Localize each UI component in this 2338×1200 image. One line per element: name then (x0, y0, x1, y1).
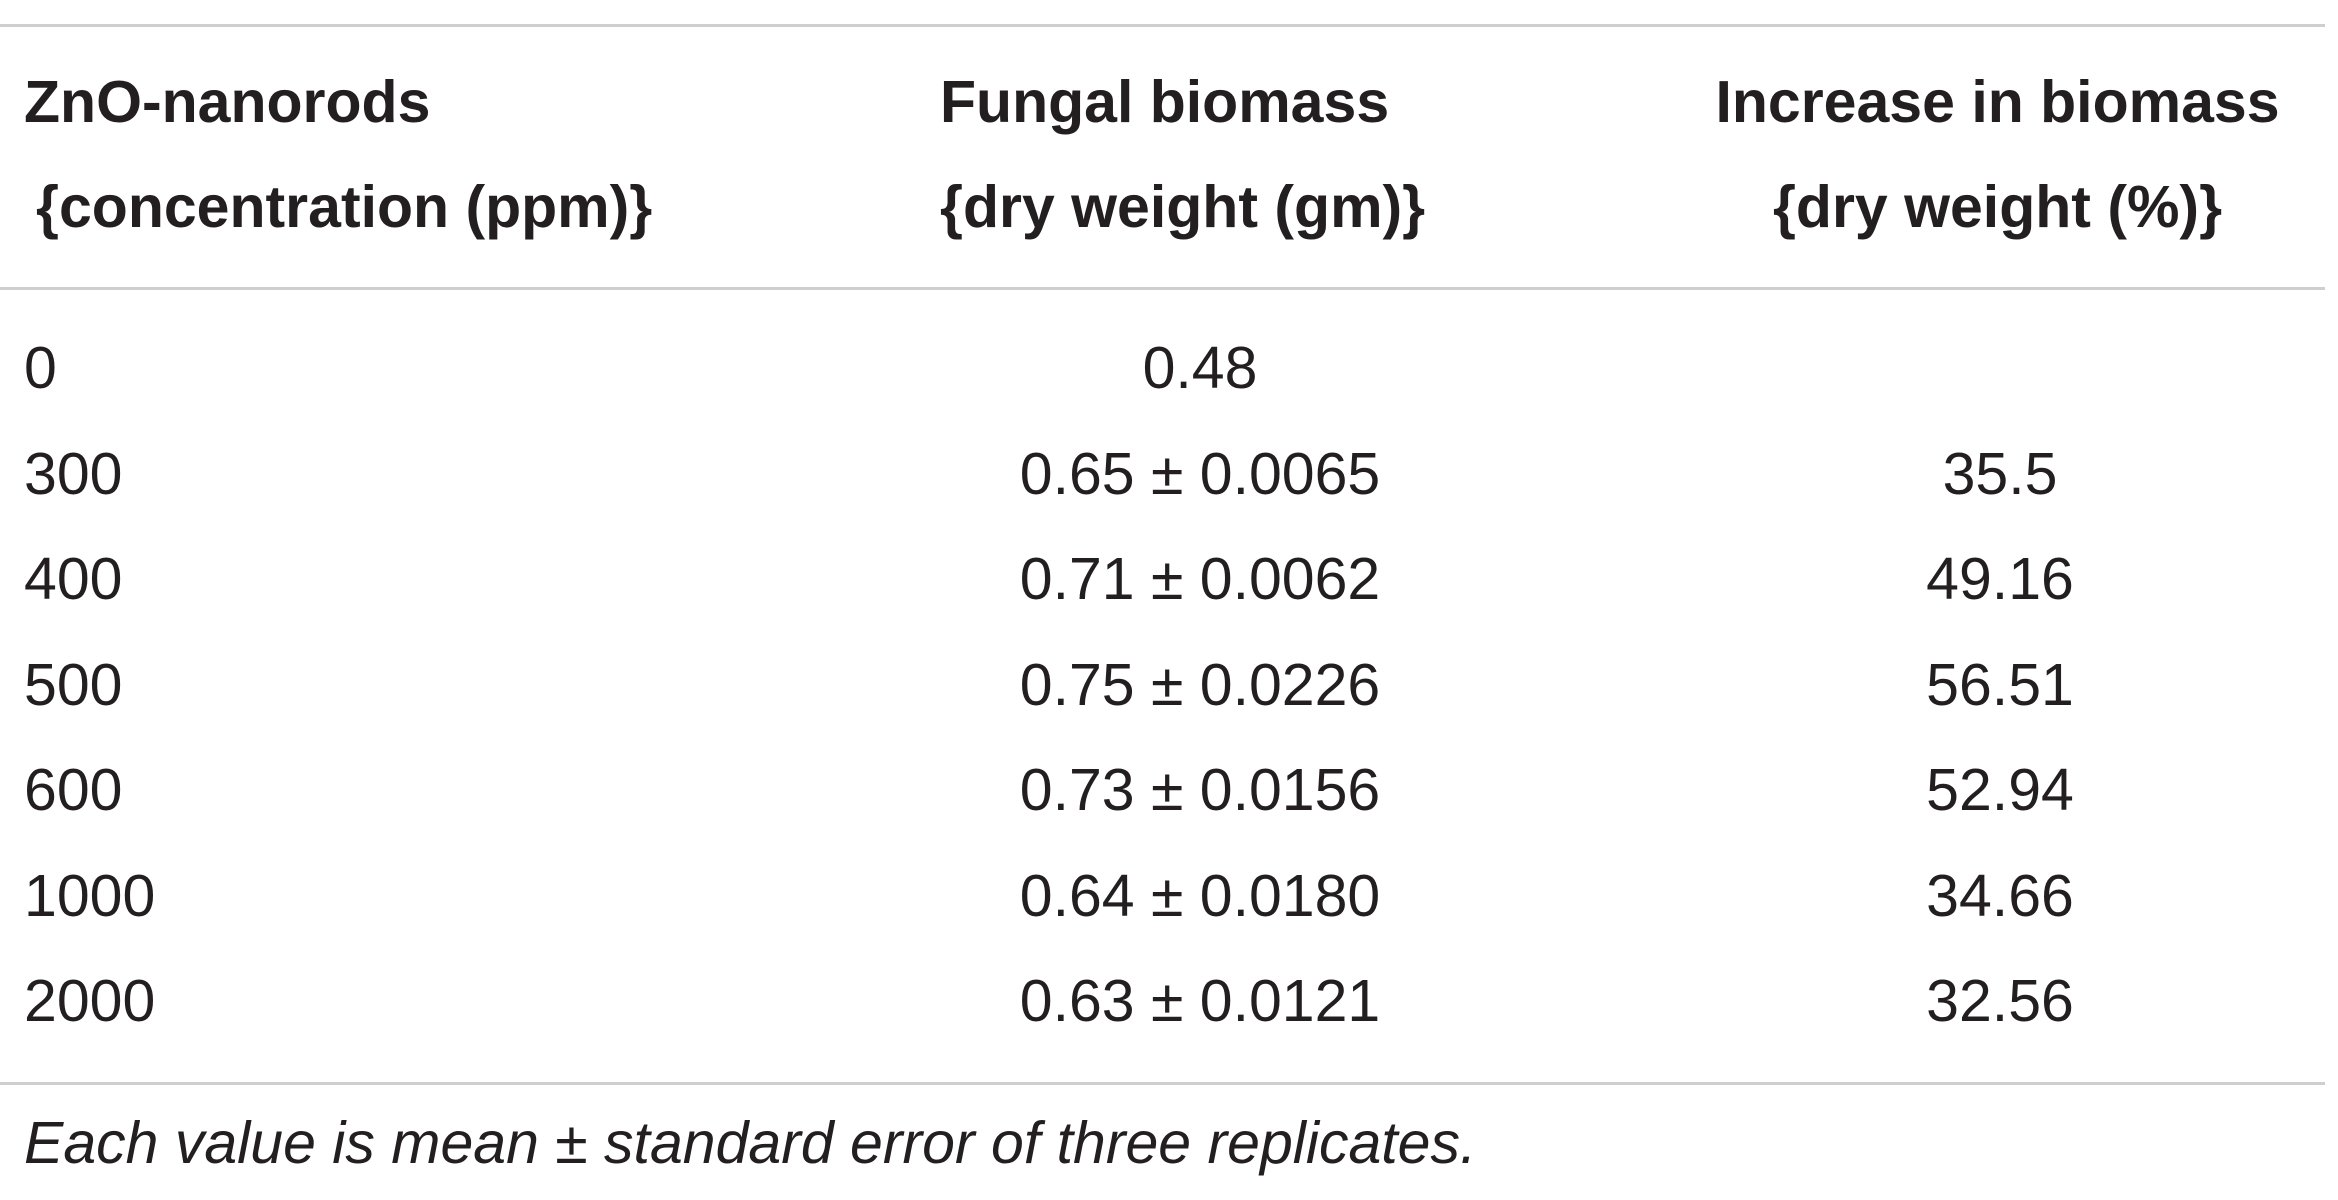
cell-biomass: 0.48 (1142, 335, 1258, 401)
cell-increase: 32.56 (1926, 968, 2074, 1034)
table-header: ZnO-nanorods {concentration (ppm)} Funga… (0, 50, 2325, 270)
header-concentration-line1: ZnO-nanorods (24, 69, 431, 135)
header-biomass-line2: {dry weight (gm)} (940, 174, 1426, 240)
table-footnote: Each value is mean ± standard error of t… (24, 1110, 1477, 1176)
header-concentration-line2: {concentration (ppm)} (36, 174, 653, 240)
table-header-rule (0, 287, 2325, 290)
cell-biomass: 0.73 ± 0.0156 (1019, 757, 1381, 823)
table-row: 2000 0.63 ± 0.0121 32.56 (0, 949, 2325, 1055)
header-biomass-line1: Fungal biomass (940, 69, 1390, 135)
table-row: 600 0.73 ± 0.0156 52.94 (0, 738, 2325, 844)
table-top-rule (0, 24, 2325, 27)
cell-concentration: 600 (24, 757, 123, 823)
cell-concentration: 500 (24, 651, 123, 718)
table-row: 1000 0.64 ± 0.0180 34.66 (0, 844, 2325, 950)
cell-biomass: 0.65 ± 0.0065 (1019, 440, 1381, 507)
cell-concentration: 400 (24, 546, 123, 612)
cell-biomass: 0.71 ± 0.0062 (1019, 546, 1381, 612)
table-row: 0 0.48 (0, 316, 2325, 422)
cell-biomass: 0.75 ± 0.0226 (1019, 651, 1381, 718)
cell-concentration: 1000 (24, 862, 156, 929)
cell-biomass: 0.64 ± 0.0180 (1019, 862, 1381, 929)
cell-increase: 52.94 (1926, 757, 2074, 823)
cell-increase: 34.66 (1926, 862, 2074, 929)
header-increase-line2: {dry weight (%)} (1772, 174, 2223, 240)
cell-increase: 56.51 (1926, 651, 2074, 718)
table-row: 500 0.75 ± 0.0226 56.51 (0, 633, 2325, 739)
cell-biomass: 0.63 ± 0.0121 (1019, 968, 1381, 1034)
cell-increase: 49.16 (1926, 546, 2074, 612)
table-row: 400 0.71 ± 0.0062 49.16 (0, 527, 2325, 633)
cell-increase: 35.5 (1942, 440, 2058, 507)
table-row: 300 0.65 ± 0.0065 35.5 (0, 422, 2325, 528)
header-increase-line1: Increase in biomass (1715, 69, 2280, 135)
header-concentration: ZnO-nanorods {concentration (ppm)} (24, 50, 652, 260)
cell-concentration: 0 (24, 335, 57, 401)
header-biomass: Fungal biomass {dry weight (gm)} (940, 50, 1500, 260)
table-bottom-rule (0, 1082, 2325, 1085)
cell-concentration: 2000 (24, 968, 156, 1034)
table-body: 0 0.48 300 0.65 ± 0.0065 35.5 400 0.71 ±… (0, 316, 2325, 1055)
header-increase: Increase in biomass {dry weight (%)} (1670, 50, 2325, 260)
cell-concentration: 300 (24, 440, 123, 507)
